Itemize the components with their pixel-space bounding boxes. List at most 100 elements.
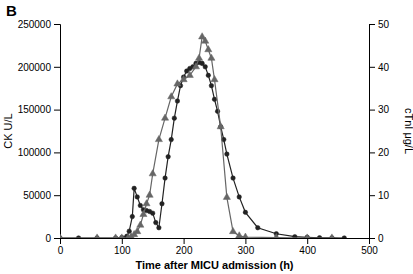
- axis-line: [61, 239, 370, 245]
- y2-axis-title: cTnI μg/L: [403, 108, 413, 154]
- tick-mark: [369, 152, 375, 153]
- tick-label: 0: [378, 233, 384, 244]
- marker: [163, 176, 168, 181]
- marker: [211, 76, 218, 82]
- marker: [328, 234, 335, 238]
- marker: [242, 233, 249, 238]
- marker: [304, 234, 311, 238]
- tick-label: 20: [378, 147, 390, 158]
- tick: 400: [299, 238, 316, 256]
- marker: [206, 73, 211, 78]
- tick-mark: [369, 24, 375, 25]
- tick: 100: [114, 238, 131, 256]
- title: B: [6, 2, 17, 19]
- marker: [132, 186, 137, 191]
- line: [60, 37, 332, 238]
- tick-label: 0: [58, 245, 64, 256]
- marker: [225, 152, 230, 157]
- marker: [150, 211, 155, 216]
- tick-mark: [184, 238, 185, 244]
- tick-label: 50: [378, 19, 390, 30]
- tick: 0: [58, 238, 64, 256]
- tick: 10: [369, 190, 390, 201]
- marker: [135, 195, 140, 200]
- tick: 300: [238, 238, 255, 256]
- marker: [229, 227, 236, 233]
- tick: 200000: [18, 62, 60, 73]
- marker: [154, 220, 159, 225]
- tick-label: 100000: [18, 147, 52, 158]
- series: [60, 33, 335, 238]
- tick: 500: [361, 238, 378, 256]
- tick: 30: [369, 104, 390, 115]
- tick: 150000: [18, 104, 60, 115]
- marker: [236, 232, 243, 238]
- tick-label: 200000: [18, 62, 52, 73]
- tick-mark: [54, 152, 60, 153]
- tick-label: 100: [114, 245, 131, 256]
- tick-label: 300: [238, 245, 255, 256]
- x-axis: 0 100 200 300 400 500: [58, 238, 379, 256]
- tick: 0: [369, 233, 384, 244]
- marker: [138, 203, 143, 208]
- tick-label: 40: [378, 62, 390, 73]
- tick-mark: [122, 238, 123, 244]
- marker: [231, 176, 236, 181]
- marker: [217, 123, 224, 129]
- tick-mark: [369, 238, 375, 239]
- marker: [208, 54, 215, 60]
- tick: 50000: [23, 190, 60, 201]
- marker: [243, 210, 248, 215]
- tick: 20: [369, 147, 390, 158]
- tick-mark: [54, 67, 60, 68]
- tick-label: 250000: [18, 19, 52, 30]
- marker: [166, 154, 171, 159]
- tick-mark: [245, 238, 246, 244]
- marker: [149, 170, 156, 176]
- marker: [143, 200, 150, 206]
- marker: [174, 80, 181, 86]
- marker: [205, 46, 212, 52]
- marker: [342, 236, 347, 238]
- chart: 0100200300400500050000100000150000200000…: [0, 0, 413, 274]
- tick-label: 150000: [18, 104, 52, 115]
- y-axis: 0 50000 100000 150000 200000 250000: [18, 19, 61, 244]
- marker: [256, 225, 261, 230]
- marker: [161, 114, 168, 120]
- marker: [223, 193, 230, 199]
- tick: 40: [369, 62, 390, 73]
- marker: [202, 37, 209, 43]
- tick-label: 30: [378, 104, 390, 115]
- tick-mark: [307, 238, 308, 244]
- marks: [60, 33, 347, 238]
- tick: 100000: [18, 147, 60, 158]
- marker: [273, 233, 280, 238]
- marker: [137, 221, 144, 227]
- tick-label: 10: [378, 190, 390, 201]
- marker: [203, 65, 208, 70]
- marker: [237, 195, 242, 200]
- marker: [180, 76, 187, 82]
- marker: [94, 234, 101, 238]
- axis-line: [370, 25, 376, 239]
- plot: 0100200300400500050000100000150000200000…: [18, 19, 390, 256]
- marker: [175, 99, 180, 104]
- marker: [130, 214, 135, 219]
- tick-label: 0: [45, 233, 51, 244]
- marker: [195, 54, 202, 60]
- marker: [146, 191, 153, 197]
- tick-label: 400: [299, 245, 316, 256]
- marker: [155, 135, 162, 141]
- marker: [160, 202, 165, 207]
- tick-label: 200: [176, 245, 193, 256]
- marker: [172, 116, 177, 121]
- tick: 0: [45, 233, 60, 244]
- marker: [212, 97, 217, 102]
- marker: [168, 93, 175, 99]
- axis-line: [54, 25, 61, 239]
- line: [60, 63, 344, 238]
- marker: [112, 234, 119, 238]
- tick-mark: [54, 110, 60, 111]
- marker: [157, 225, 162, 230]
- tick: 200: [176, 238, 193, 256]
